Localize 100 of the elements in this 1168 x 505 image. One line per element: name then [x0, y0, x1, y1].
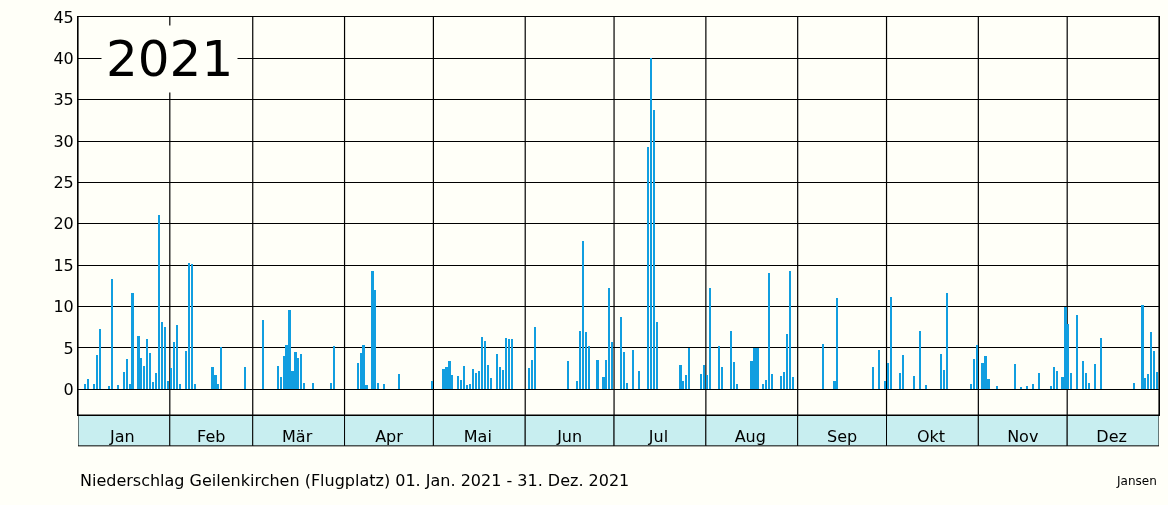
bar	[1094, 364, 1096, 389]
bar	[481, 337, 483, 389]
bar	[448, 361, 451, 389]
bar	[277, 366, 279, 389]
bar	[650, 58, 652, 389]
bar	[1064, 307, 1067, 389]
bar	[919, 331, 921, 389]
y-tick-label: 30	[53, 131, 74, 151]
bar	[1053, 367, 1055, 389]
bar	[582, 241, 584, 389]
bar	[709, 288, 711, 389]
bar	[158, 215, 160, 389]
bar	[1014, 364, 1016, 389]
bar	[596, 360, 599, 389]
bar	[756, 348, 759, 389]
x-tick-label: Sep	[827, 427, 858, 447]
bar	[383, 384, 385, 389]
bar	[442, 369, 445, 389]
x-tick-label: Aug	[734, 427, 766, 447]
bar	[508, 339, 510, 389]
bar	[789, 271, 791, 389]
bar	[1100, 338, 1102, 389]
y-tick-label: 0	[63, 379, 74, 399]
bar	[505, 338, 507, 389]
y-tick-label: 40	[53, 48, 74, 68]
bar	[620, 317, 622, 389]
bar	[996, 386, 998, 389]
bar	[1150, 332, 1152, 389]
bar	[371, 271, 374, 389]
bar	[878, 350, 880, 389]
bar	[679, 365, 682, 389]
bar	[1133, 383, 1135, 389]
y-tick-label: 25	[53, 173, 74, 193]
bar	[730, 331, 732, 389]
bar	[913, 376, 915, 389]
bar	[457, 376, 459, 389]
bar	[902, 355, 904, 389]
bar	[822, 344, 824, 389]
bar	[99, 329, 101, 389]
x-tick-label: Dez	[1096, 427, 1127, 447]
bar	[890, 297, 892, 389]
bar	[220, 347, 222, 389]
bar	[126, 359, 128, 389]
bar	[475, 373, 477, 389]
bar	[191, 264, 193, 389]
bar	[1141, 305, 1144, 389]
bar	[1056, 371, 1058, 389]
bar	[567, 361, 569, 389]
bar	[762, 384, 764, 389]
bar	[638, 371, 640, 389]
x-tick-label: Feb	[197, 427, 226, 447]
bar	[472, 369, 474, 389]
bar	[362, 345, 365, 389]
x-tick-label: Jul	[647, 427, 669, 447]
bar	[484, 341, 486, 389]
bar	[768, 273, 770, 389]
bar	[312, 383, 314, 389]
bar	[87, 379, 89, 389]
y-tick-label: 35	[53, 90, 74, 110]
x-tick-label: Jun	[556, 427, 583, 447]
bar	[632, 350, 634, 389]
bar	[984, 356, 987, 389]
bar	[872, 367, 874, 389]
bar	[718, 346, 720, 389]
bar	[976, 345, 978, 389]
bar	[398, 374, 400, 389]
y-tick-label: 5	[63, 338, 74, 358]
bar	[1076, 315, 1078, 389]
bar	[146, 339, 148, 389]
text: Jansen	[1116, 474, 1157, 488]
chart-title: 2021	[106, 30, 234, 88]
bar	[534, 327, 536, 389]
bar	[925, 385, 927, 389]
bar	[836, 298, 838, 389]
x-tick-label: Mai	[463, 427, 492, 447]
bar	[1082, 361, 1084, 389]
bar	[188, 263, 190, 389]
bar	[688, 348, 690, 389]
bar	[431, 381, 433, 389]
bar	[511, 339, 513, 389]
bar	[131, 293, 134, 389]
bar	[703, 365, 705, 389]
bar	[1032, 384, 1034, 389]
bar	[262, 320, 264, 389]
bar	[333, 346, 335, 389]
x-tick-label: Apr	[375, 427, 404, 447]
bar	[1038, 373, 1040, 389]
y-tick-label: 45	[53, 7, 74, 27]
bar	[294, 352, 297, 389]
bar	[940, 354, 942, 389]
bar	[753, 348, 756, 389]
bar	[211, 367, 214, 389]
bar	[463, 366, 465, 389]
y-tick-label: 10	[53, 297, 74, 317]
text: Niederschlag Geilenkirchen (Flugplatz) 01. Jan. 2021 - 31. Dez. 2021	[80, 471, 630, 490]
y-tick-label: 15	[53, 255, 74, 275]
bar	[288, 310, 291, 389]
bar	[780, 376, 782, 389]
x-tick-label: Jan	[109, 427, 135, 447]
x-tick-label: Nov	[1007, 427, 1039, 447]
